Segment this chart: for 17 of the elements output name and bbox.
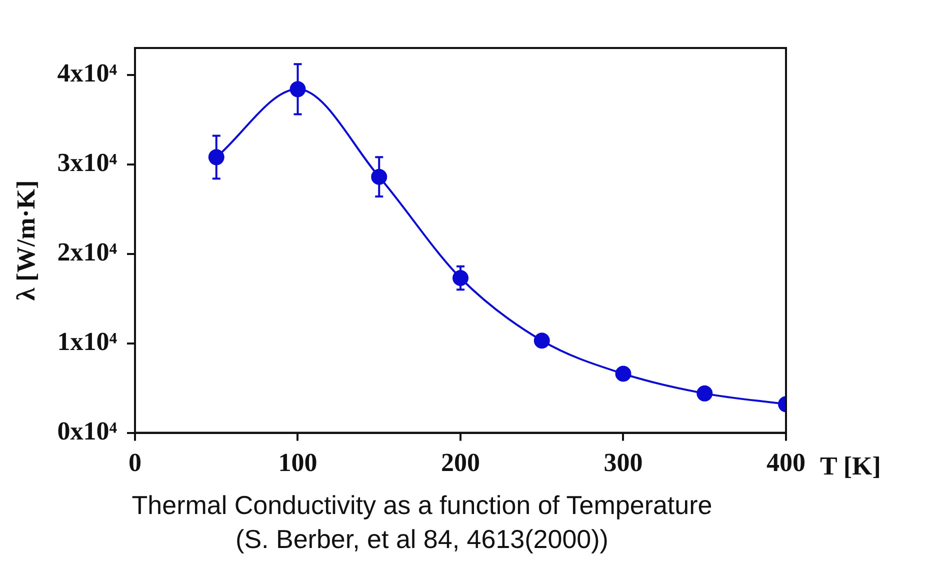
y-tick-label: 1x10⁴ [57, 327, 118, 356]
text: Thermal Conductivity as a function of Temperature [130, 489, 714, 522]
y-axis-title: λ [W/m·K] [11, 180, 40, 301]
point [534, 332, 550, 349]
text: (S. Berber, et al 84, 4613(2000)) [234, 523, 610, 556]
x-axis-title: T [K] [820, 452, 881, 481]
point [615, 366, 632, 382]
y-tick-label: 4x10⁴ [57, 58, 118, 88]
y-tick-label: 0x10⁴ [57, 416, 118, 446]
x-tick-label: 400 [766, 448, 806, 478]
y-tick-label: 3x10⁴ [57, 148, 118, 178]
x-tick-label: 300 [604, 448, 643, 478]
point [696, 385, 713, 402]
x-tick-label: 0 [128, 448, 142, 478]
x-tick-label: 100 [278, 448, 318, 478]
x-tick-label: 200 [440, 448, 480, 478]
y-tick-label: 2x10⁴ [57, 238, 118, 267]
